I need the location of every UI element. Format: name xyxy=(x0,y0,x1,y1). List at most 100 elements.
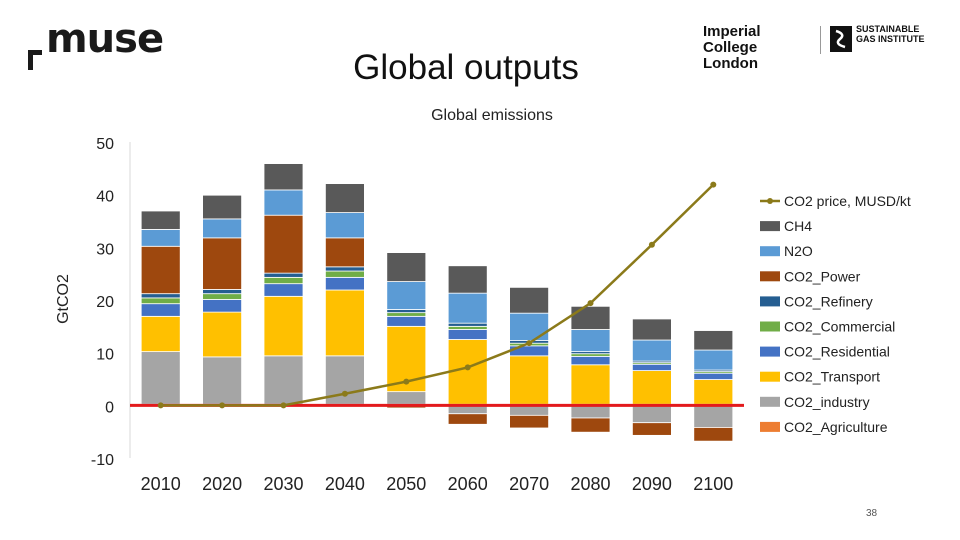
bar-segment-co2-residential xyxy=(570,355,611,366)
legend-label: CO2_Transport xyxy=(784,369,880,385)
legend-label: CO2 price, MUSD/kt xyxy=(784,193,911,209)
bar-segment-co2-commercial xyxy=(140,297,181,305)
x-tick-label: 2040 xyxy=(325,474,365,494)
y-tick-label: -10 xyxy=(91,452,114,469)
co2-price-point xyxy=(587,300,594,307)
legend-swatch-co2-residential xyxy=(760,346,780,357)
legend-label: N2O xyxy=(784,243,813,259)
bar-segment-ch4 xyxy=(140,210,181,230)
x-tick-label: 2060 xyxy=(448,474,488,494)
bar-segment-co2-industry xyxy=(570,404,611,419)
bar-segment-n2o xyxy=(447,292,488,324)
bar-segment-co2-residential xyxy=(140,303,181,317)
bar-segment-co2-residential xyxy=(447,329,488,340)
bar-segment-co2-industry xyxy=(386,391,427,405)
legend-label: CO2_Commercial xyxy=(784,319,895,335)
bar-segment-co2-refinery xyxy=(447,322,488,327)
bar-segment-ch4 xyxy=(693,330,734,351)
bar-segment-co2-power xyxy=(140,245,181,295)
bar-segment-co2-transport xyxy=(202,311,243,358)
bar-segment-co2-residential xyxy=(263,283,304,297)
legend-swatch-co2-price-marker xyxy=(767,198,773,204)
bar-segment-co2-power xyxy=(324,237,365,268)
bar-segment-n2o xyxy=(632,339,672,362)
bar-segment-ch4 xyxy=(447,265,488,294)
co2-price-point xyxy=(157,402,164,409)
bar-segment-co2-industry xyxy=(263,355,304,405)
bar-segment-n2o xyxy=(386,281,427,310)
legend-label: CO2_industry xyxy=(784,394,870,410)
legend-swatch-ch4 xyxy=(760,221,780,232)
bar-segment-co2-transport xyxy=(570,364,611,405)
bar-segment-n2o xyxy=(570,329,611,353)
bar-segment-co2-residential xyxy=(324,276,365,291)
co2-price-line xyxy=(160,183,715,407)
chart-title: Global emissions xyxy=(431,107,553,124)
legend-swatch-co2-power xyxy=(760,271,780,282)
legend-label: CH4 xyxy=(784,218,812,234)
bar-segment-ch4 xyxy=(202,194,243,220)
legend-swatch-co2-agriculture xyxy=(760,421,780,432)
bar-segment-co2-transport xyxy=(140,315,181,353)
bar-segment-co2-transport xyxy=(263,295,304,357)
legend-label: CO2_Residential xyxy=(784,344,890,360)
legend-swatch-n2o xyxy=(760,246,780,257)
co2-price-point xyxy=(710,181,717,188)
bar-segment-n2o xyxy=(140,229,181,247)
bar-segment-co2-transport xyxy=(632,370,672,405)
y-tick-label: 50 xyxy=(96,136,114,153)
page-title: Global outputs xyxy=(353,48,579,87)
bar-segment-ch4 xyxy=(324,183,365,213)
co2-price-point xyxy=(219,402,226,409)
x-tick-label: 2080 xyxy=(570,474,610,494)
bar-segment-co2-transport xyxy=(693,379,734,405)
bar-segment-co2-power xyxy=(509,414,550,429)
y-tick-label: 10 xyxy=(96,347,114,364)
bar-segment-n2o xyxy=(509,312,550,341)
x-tick-label: 2090 xyxy=(632,474,672,494)
bar-segment-co2-refinery xyxy=(324,266,365,272)
bar-segment-co2-power xyxy=(632,422,672,436)
bar-segment-co2-industry xyxy=(509,404,550,416)
co2-price-point xyxy=(341,390,348,397)
co2-price-point xyxy=(648,241,655,248)
bar-segment-co2-power xyxy=(263,214,304,274)
bar-segment-co2-transport xyxy=(324,289,365,357)
legend-swatch-co2-commercial xyxy=(760,321,780,332)
legend-swatch-co2-refinery xyxy=(760,296,780,307)
y-tick-label: 40 xyxy=(96,189,114,206)
y-tick-label: 30 xyxy=(96,241,114,258)
bar-segment-co2-commercial xyxy=(202,293,243,300)
bar-segment-co2-residential xyxy=(386,315,427,327)
bar-segment-n2o xyxy=(324,212,365,239)
bar-segment-co2-power xyxy=(447,413,488,425)
sgi-logo-icon xyxy=(830,26,852,52)
y-axis-label: GtCO2 xyxy=(55,274,72,324)
bar-segment-ch4 xyxy=(632,318,672,341)
bar-segment-co2-commercial xyxy=(386,312,427,317)
co2-price-point xyxy=(280,402,287,409)
y-tick-label: 0 xyxy=(105,399,114,416)
legend-swatch-co2-industry xyxy=(760,396,780,407)
bar-segment-ch4 xyxy=(386,252,427,282)
bar-segment-n2o xyxy=(263,189,304,216)
x-tick-label: 2050 xyxy=(386,474,426,494)
sgi-logo-text: SUSTAINABLE GAS INSTITUTE xyxy=(856,24,925,44)
bar-segment-co2-refinery xyxy=(263,272,304,278)
co2-price-point xyxy=(464,364,471,371)
bar-segment-n2o xyxy=(693,349,734,371)
bar-segment-co2-refinery xyxy=(202,289,243,295)
legend-label: CO2_Refinery xyxy=(784,293,873,309)
bar-segment-co2-transport xyxy=(447,339,488,405)
bar-segment-co2-commercial xyxy=(263,276,304,285)
bar-segment-co2-industry xyxy=(632,404,672,424)
bar-segment-co2-industry xyxy=(202,356,243,405)
bar-segment-co2-commercial xyxy=(324,270,365,278)
x-tick-label: 2070 xyxy=(509,474,549,494)
bar-segment-co2-industry xyxy=(693,404,734,428)
bar-segment-co2-power xyxy=(693,427,734,442)
page-number: 38 xyxy=(866,508,878,519)
legend-label: CO2_Power xyxy=(784,268,861,284)
co2-price-point xyxy=(526,340,533,347)
